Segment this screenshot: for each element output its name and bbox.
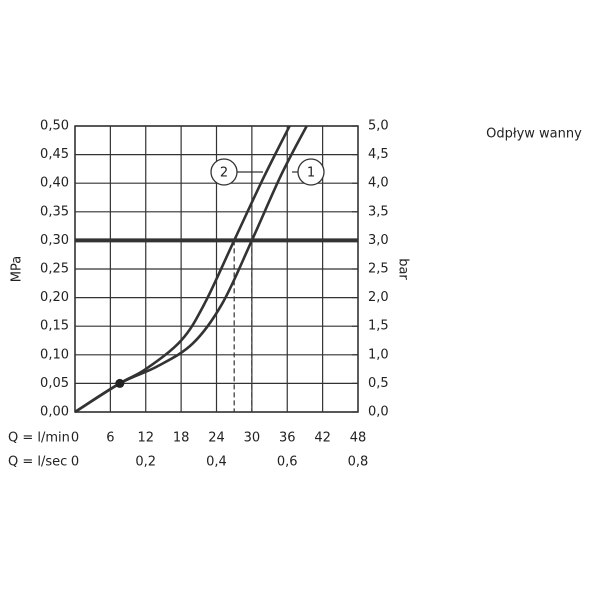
x-tick-label: 6 (106, 431, 114, 446)
y2-tick-label: 1,0 (368, 347, 389, 362)
line-series (74, 125, 291, 414)
y-tick-label: 0,00 (40, 405, 69, 420)
label-circle (297, 158, 325, 186)
x2-tick-label: 0 (71, 455, 79, 470)
x2-tick-label: 0,6 (277, 455, 298, 470)
y-tick-label: 0,20 (40, 290, 69, 305)
y-tick-label: 0,30 (40, 233, 69, 248)
y-tick-label: 0,15 (40, 319, 69, 334)
x-axis-label: Q = l/min (8, 431, 70, 446)
y-tick-label: 0,50 (40, 119, 69, 134)
x2-tick-label: 0,8 (348, 455, 369, 470)
y2-tick-label: 4,5 (368, 147, 389, 162)
y-tick-label: 0,35 (40, 204, 69, 219)
y-tick-label: 0,45 (40, 147, 69, 162)
x2-tick-label: 0,4 (206, 455, 227, 470)
y2-tick-label: 5,0 (368, 119, 389, 134)
y2-axis-label: bar (396, 258, 411, 280)
x-tick-label: 24 (208, 431, 225, 446)
y2-tick-label: 0,0 (368, 405, 389, 420)
y2-tick-label: 3,0 (368, 233, 389, 248)
y-tick-label: 0,05 (40, 376, 69, 391)
y-axis-label: MPa (10, 256, 25, 282)
x-tick-label: 30 (244, 431, 261, 446)
y-tick-label: 0,40 (40, 176, 69, 191)
y-tick-label: 0,25 (40, 262, 69, 277)
x-tick-label: 36 (279, 431, 296, 446)
x2-axis-label: Q = l/sec (8, 455, 67, 470)
y2-tick-label: 1,5 (368, 319, 389, 334)
y2-tick-label: 2,0 (368, 290, 389, 305)
x2-tick-label: 0,2 (135, 455, 156, 470)
x-tick-label: 12 (137, 431, 154, 446)
x-tick-label: 48 (350, 431, 367, 446)
legend-title: Odpływ wanny (486, 127, 582, 142)
marker-point (115, 378, 125, 388)
x-tick-label: 42 (314, 431, 331, 446)
x-tick-label: 0 (71, 431, 79, 446)
y2-tick-label: 0,5 (368, 376, 389, 391)
series-label: 1 (307, 166, 315, 181)
x-tick-label: 18 (173, 431, 190, 446)
label-circle (210, 158, 238, 186)
y2-tick-label: 3,5 (368, 204, 389, 219)
y2-tick-label: 4,0 (368, 176, 389, 191)
y-tick-label: 0,10 (40, 347, 69, 362)
series-label: 2 (220, 166, 228, 181)
y2-tick-label: 2,5 (368, 262, 389, 277)
plot-frame (74, 125, 359, 413)
